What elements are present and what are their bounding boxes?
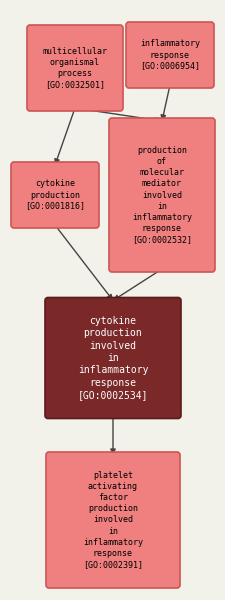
FancyBboxPatch shape [11,162,99,228]
FancyBboxPatch shape [108,118,214,272]
Text: multicellular
organismal
process
[GO:0032501]: multicellular organismal process [GO:003… [42,47,107,89]
FancyBboxPatch shape [27,25,122,111]
FancyBboxPatch shape [46,452,179,588]
Text: cytokine
production
involved
in
inflammatory
response
[GO:0002534]: cytokine production involved in inflamma… [77,316,148,400]
FancyBboxPatch shape [126,22,213,88]
Text: production
of
molecular
mediator
involved
in
inflammatory
response
[GO:0002532]: production of molecular mediator involve… [131,146,191,244]
Text: platelet
activating
factor
production
involved
in
inflammatory
response
[GO:0002: platelet activating factor production in… [83,471,142,569]
FancyBboxPatch shape [45,298,180,419]
Text: cytokine
production
[GO:0001816]: cytokine production [GO:0001816] [25,179,85,211]
Text: inflammatory
response
[GO:0006954]: inflammatory response [GO:0006954] [139,40,199,71]
